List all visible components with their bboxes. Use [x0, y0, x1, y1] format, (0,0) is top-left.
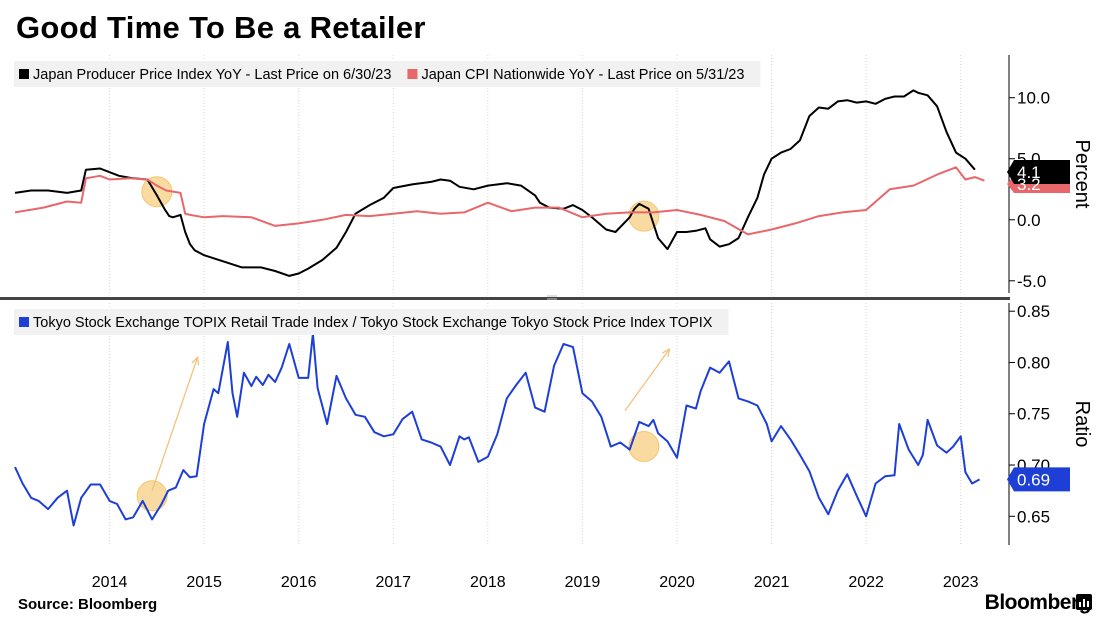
y-axis-title: Percent	[1071, 140, 1093, 209]
series-lines	[14, 89, 985, 527]
x-tick-label: 2022	[848, 574, 884, 591]
last-value-badge	[1007, 467, 1070, 492]
legend-box	[14, 309, 729, 335]
x-tick-label: 2023	[943, 574, 979, 591]
separator-grip-icon[interactable]	[547, 295, 557, 300]
highlight-circle	[136, 480, 168, 512]
highlight-circle	[141, 176, 173, 208]
y-tick-label: 0.0	[1017, 211, 1041, 230]
highlight-circle	[628, 200, 660, 232]
y-tick-label: 10.0	[1017, 89, 1050, 108]
bloomberg-terminal-icon	[1076, 594, 1092, 610]
trend-arrow-line	[151, 357, 199, 491]
legend-swatch	[19, 317, 29, 327]
last-value-labels: 3.24.1 0.69	[1007, 160, 1070, 492]
source-note: Source: Bloomberg	[18, 596, 158, 613]
y-tick-label: 0.65	[1017, 507, 1050, 526]
trend-arrow-line	[624, 348, 670, 412]
x-tick-label: 2014	[92, 574, 128, 591]
last-value-label: 4.1	[1017, 163, 1041, 182]
trend-arrows	[151, 347, 671, 491]
x-tick-label: 2017	[375, 574, 411, 591]
last-value-label: 3.2	[1017, 175, 1041, 194]
chart-title: Good Time To Be a Retailer	[16, 10, 426, 45]
x-tick-label: 2018	[470, 574, 506, 591]
y-axes: 10.05.00.0-5.0Percent0.850.800.750.700.6…	[1008, 55, 1093, 545]
y-tick-label: 0.85	[1017, 302, 1050, 321]
brand-text: Bloomberg	[984, 591, 1092, 614]
last-value-label: 0.69	[1017, 470, 1050, 489]
y-tick-label: -5.0	[1017, 272, 1046, 291]
bloomberg-logo: Bloomberg	[984, 591, 1092, 615]
x-tick-label: 2020	[659, 574, 695, 591]
x-tick-label: 2019	[565, 574, 601, 591]
series-line	[14, 332, 981, 527]
trend-arrow-head	[191, 355, 200, 366]
highlight-circle	[628, 431, 660, 463]
x-tick-label: 2021	[754, 574, 790, 591]
x-tick-label: 2016	[281, 574, 317, 591]
last-value-badge	[1007, 160, 1070, 184]
x-tick-label: 2015	[186, 574, 222, 591]
trend-arrow-head	[662, 347, 671, 358]
y-axis-title: Ratio	[1071, 401, 1093, 448]
legend-swatch	[19, 69, 29, 79]
y-tick-label: 0.80	[1017, 353, 1050, 372]
legend-swatch	[407, 69, 418, 79]
legend-label: Japan Producer Price Index YoY - Last Pr…	[33, 67, 391, 83]
x-axis-ticks: 2014 2015 2016 2017 2018 2019 2020 2021 2022 2023	[92, 574, 979, 591]
legends: Japan Producer Price Index YoY - Last Pr…	[14, 61, 761, 335]
legend-label: Tokyo Stock Exchange TOPIX Retail Trade …	[33, 315, 713, 331]
highlight-circles	[136, 176, 660, 512]
series-line	[14, 166, 985, 236]
legend-label: Japan CPI Nationwide YoY - Last Price on…	[421, 67, 744, 83]
y-tick-label: 0.75	[1017, 405, 1050, 424]
legend-box	[14, 61, 761, 87]
